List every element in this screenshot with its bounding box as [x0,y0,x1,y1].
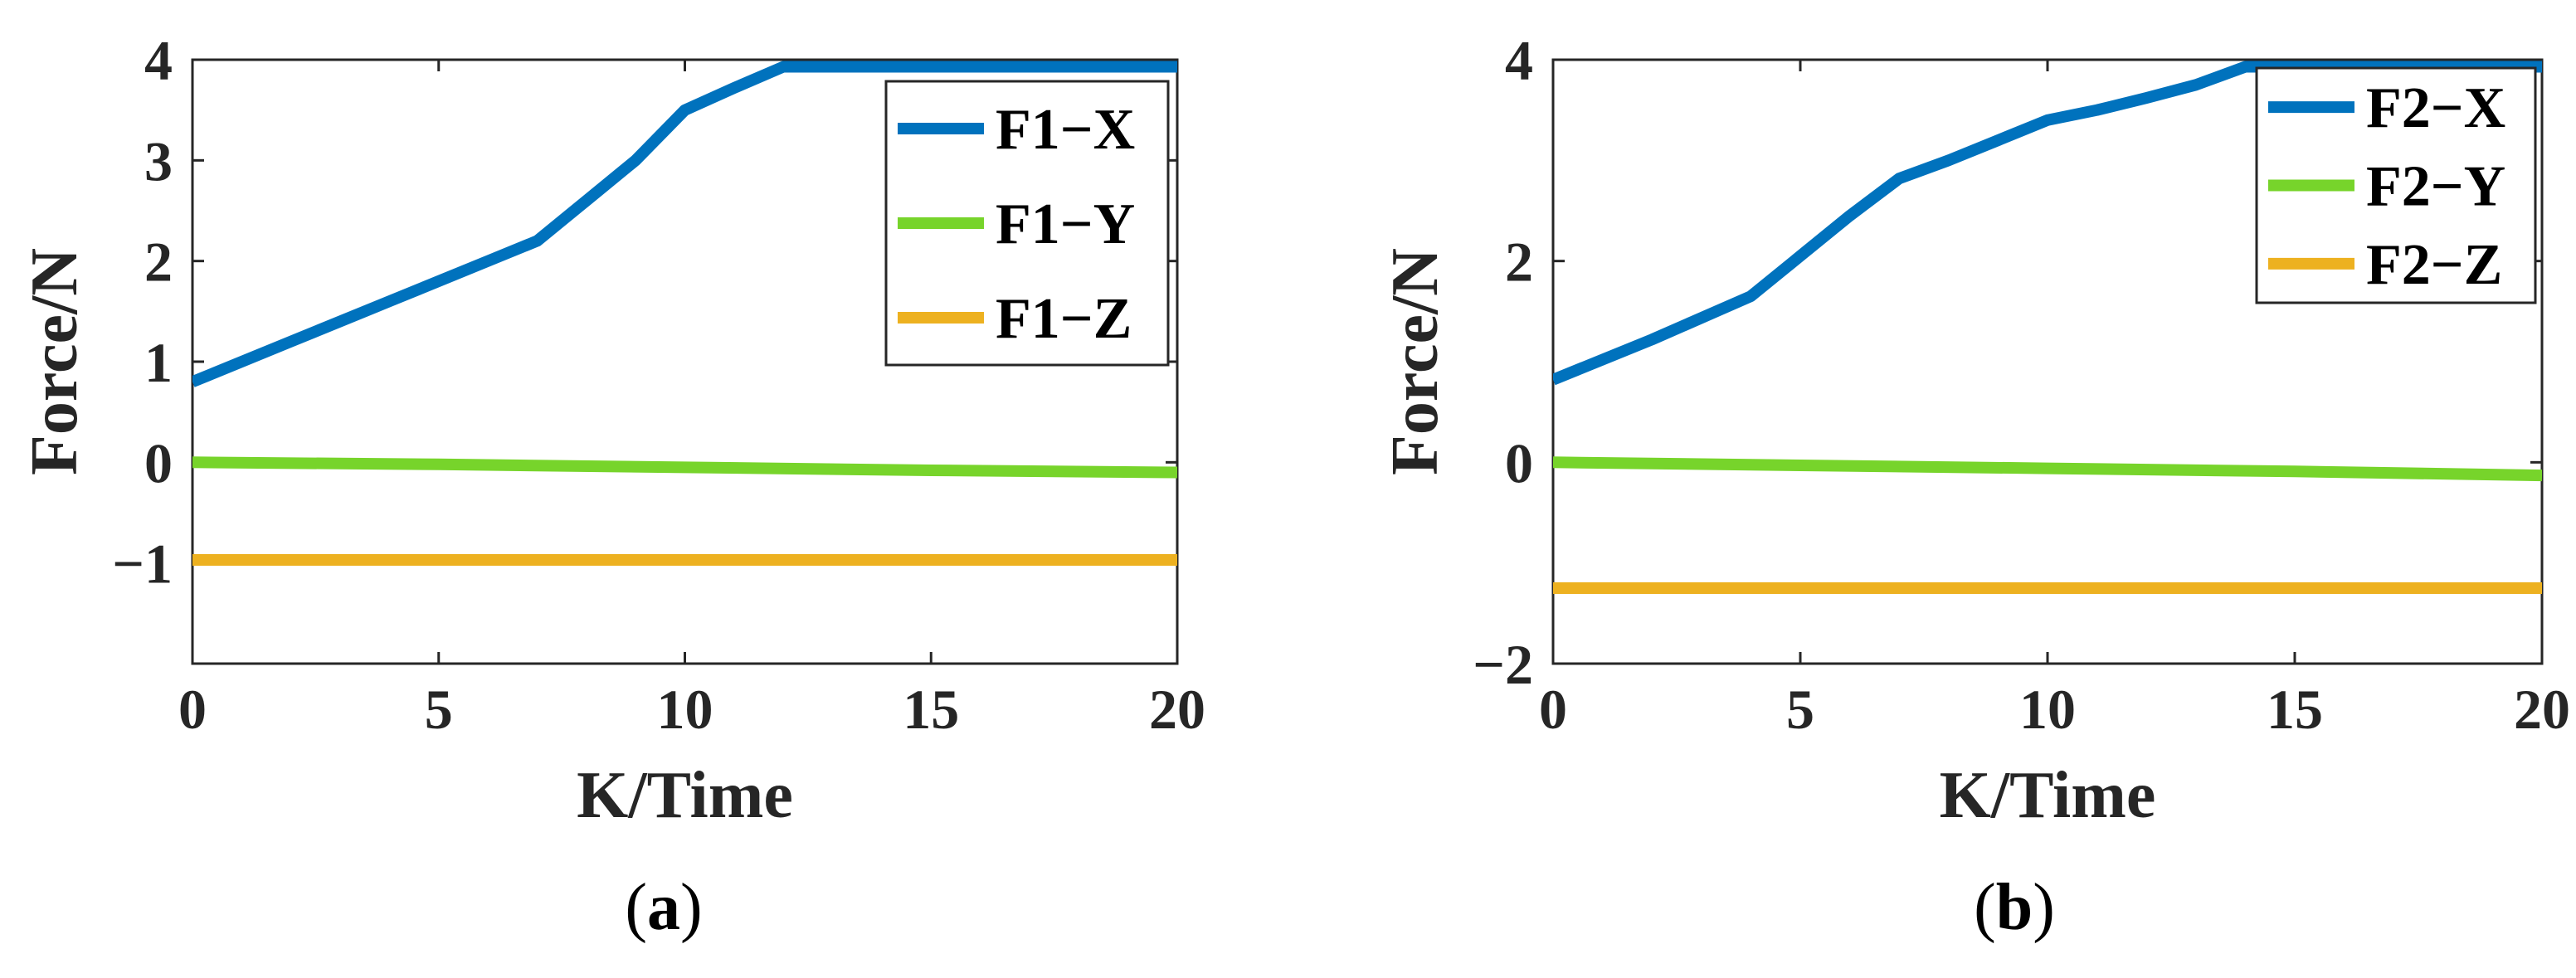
chart-a-y-tick-label: −1 [112,533,173,596]
chart-b-x-tick-label: 5 [1786,678,1814,741]
chart-b-x-tick-label: 20 [2514,678,2570,741]
chart-a-legend: F1−X F1−Y F1−Z [884,80,1170,367]
chart-a-series-f1-x [192,61,1177,387]
chart-a-legend-label-f1-z: F1−Z [996,287,1132,351]
chart-a-x-tick-label: 20 [1149,678,1205,741]
chart-a-y-tick-label: 0 [144,431,173,494]
chart-b-legend-label-f2-z: F2−Z [2366,233,2502,297]
chart-a-y-tick-label: 1 [144,331,173,394]
chart-a-x-tick-label: 0 [178,678,207,741]
chart-b-legend-label-f2-x: F2−X [2366,76,2505,140]
chart-b-legend-label-f2-y: F2−Y [2366,155,2505,219]
chart-a-y-tick-label: 2 [144,231,173,294]
chart-b-caption: (b) [1974,871,2055,944]
chart-b-x-tick-label: 10 [2019,678,2076,741]
chart-a-x-tick-label: 15 [903,678,959,741]
chart-b: 0 5 10 15 20−2024K/TimeForce/NF2−XF2−YF2−Z(b… [1379,29,2570,944]
chart-b-y-tick-label: 2 [1505,231,1533,294]
chart-b-y-tick-label: 4 [1505,29,1533,92]
chart-a-y-axis-label: Force/N [18,248,91,475]
chart-a-x-tick-label: 10 [657,678,713,741]
chart-a-y-tick-label: 4 [144,29,173,92]
chart-b-y-tick-label: −2 [1473,633,1533,696]
chart-b-x-axis-label: K/Time [1940,759,2156,832]
chart-a-legend-label-f1-y: F1−Y [996,192,1135,256]
chart-b-legend: F2−X F2−Y F2−Z [2255,66,2537,304]
chart-b-y-axis-label: Force/N [1379,248,1452,475]
chart-a-x-axis-label: K/Time [577,759,793,832]
chart-b-x-tick-label: 0 [1539,678,1567,741]
chart-a: 0 5 10 15 20 −1 0 1 2 3 4 K/Time Force/N F1−X F1−Y F1−Z… [18,29,1205,944]
chart-a-x-tick-label: 5 [425,678,453,741]
chart-a-series-f1-y [192,456,1177,479]
chart-b-y-tick-label: 0 [1505,431,1533,494]
chart-b-x-tick-label: 15 [2267,678,2323,741]
chart-a-legend-label-f1-x: F1−X [996,98,1135,162]
chart-a-y-tick-label: 3 [144,129,173,192]
chart-a-caption: (a) [625,871,702,944]
chart-b-series-f2-y [1553,456,2542,482]
